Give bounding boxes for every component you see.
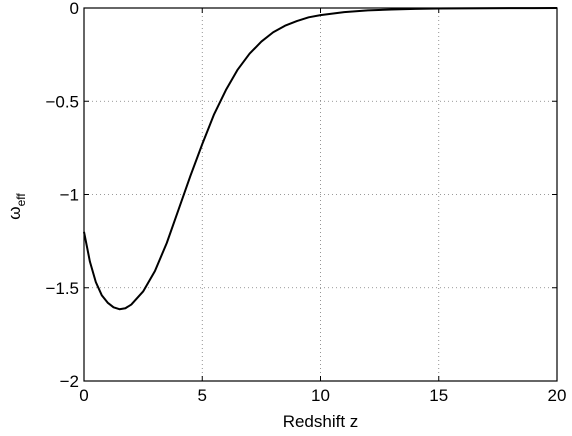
y-tick-label: −2	[60, 372, 79, 391]
data-series	[83, 7, 558, 311]
y-tick-label: −1	[60, 186, 79, 205]
series-line	[83, 7, 558, 311]
y-tick-label: −1.5	[45, 279, 79, 298]
x-tick-label: 15	[429, 386, 448, 405]
svg-text:ωeff: ωeff	[5, 193, 28, 220]
grid-lines	[84, 8, 557, 381]
x-tick-label: 10	[311, 386, 330, 405]
x-tick-label: 5	[198, 386, 207, 405]
y-axis-label: ωeff	[5, 193, 28, 220]
y-axis-label-subscript: eff	[14, 193, 28, 207]
x-tick-label: 0	[79, 386, 88, 405]
x-axis-label: Redshift z	[283, 412, 359, 431]
y-axis-label-main: ω	[5, 206, 24, 219]
axis-ticks: 0 5 10 15 20 −2 −1.5 −1 −0.5 0	[45, 0, 566, 405]
y-tick-label: 0	[70, 0, 79, 18]
x-tick-label: 20	[548, 386, 567, 405]
y-tick-label: −0.5	[45, 92, 79, 111]
